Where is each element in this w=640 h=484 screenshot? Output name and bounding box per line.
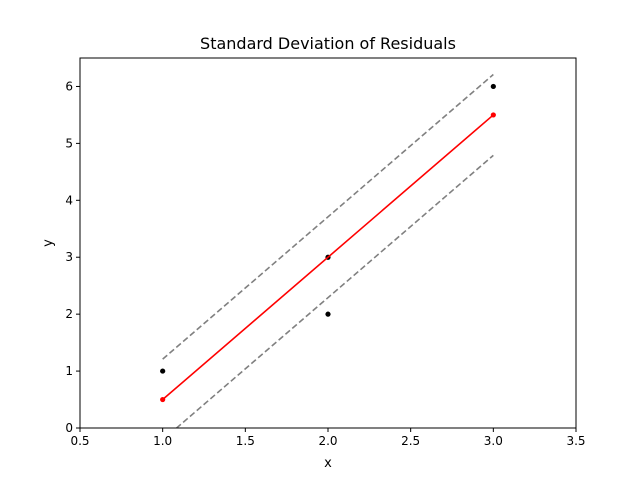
x-axis-label: x	[324, 456, 332, 471]
x-axis: 0.5 1.0 1.5 2.0 2.5 3.0 3.5	[70, 428, 586, 448]
y-axis-label: y	[41, 239, 56, 247]
data-point	[160, 368, 166, 374]
data-point	[325, 311, 331, 317]
x-tick-label: 3.0	[484, 434, 503, 448]
x-tick-label: 0.5	[70, 434, 89, 448]
residual-band-line	[162, 73, 494, 360]
y-tick-label: 6	[65, 79, 73, 93]
residual-band-line	[175, 154, 494, 428]
x-tick-label: 1.0	[153, 434, 172, 448]
y-tick-label: 1	[65, 364, 73, 378]
x-tick-label: 1.5	[236, 434, 255, 448]
y-tick-label: 5	[65, 136, 73, 150]
series-layer	[160, 73, 496, 428]
fit-point	[160, 396, 166, 403]
data-point	[490, 83, 496, 90]
y-tick-label: 2	[65, 307, 73, 321]
x-tick-label: 2.0	[318, 434, 337, 448]
x-tick-label: 2.5	[401, 434, 420, 448]
y-axis: 0 1 2 3 4 5 6	[65, 79, 80, 435]
chart-title: Standard Deviation of Residuals	[200, 34, 456, 53]
fit-point	[490, 112, 496, 118]
fit-line	[162, 114, 494, 401]
x-tick-label: 3.5	[566, 434, 585, 448]
y-tick-label: 3	[65, 250, 73, 264]
y-tick-label: 0	[65, 421, 73, 435]
y-tick-label: 4	[65, 193, 73, 207]
